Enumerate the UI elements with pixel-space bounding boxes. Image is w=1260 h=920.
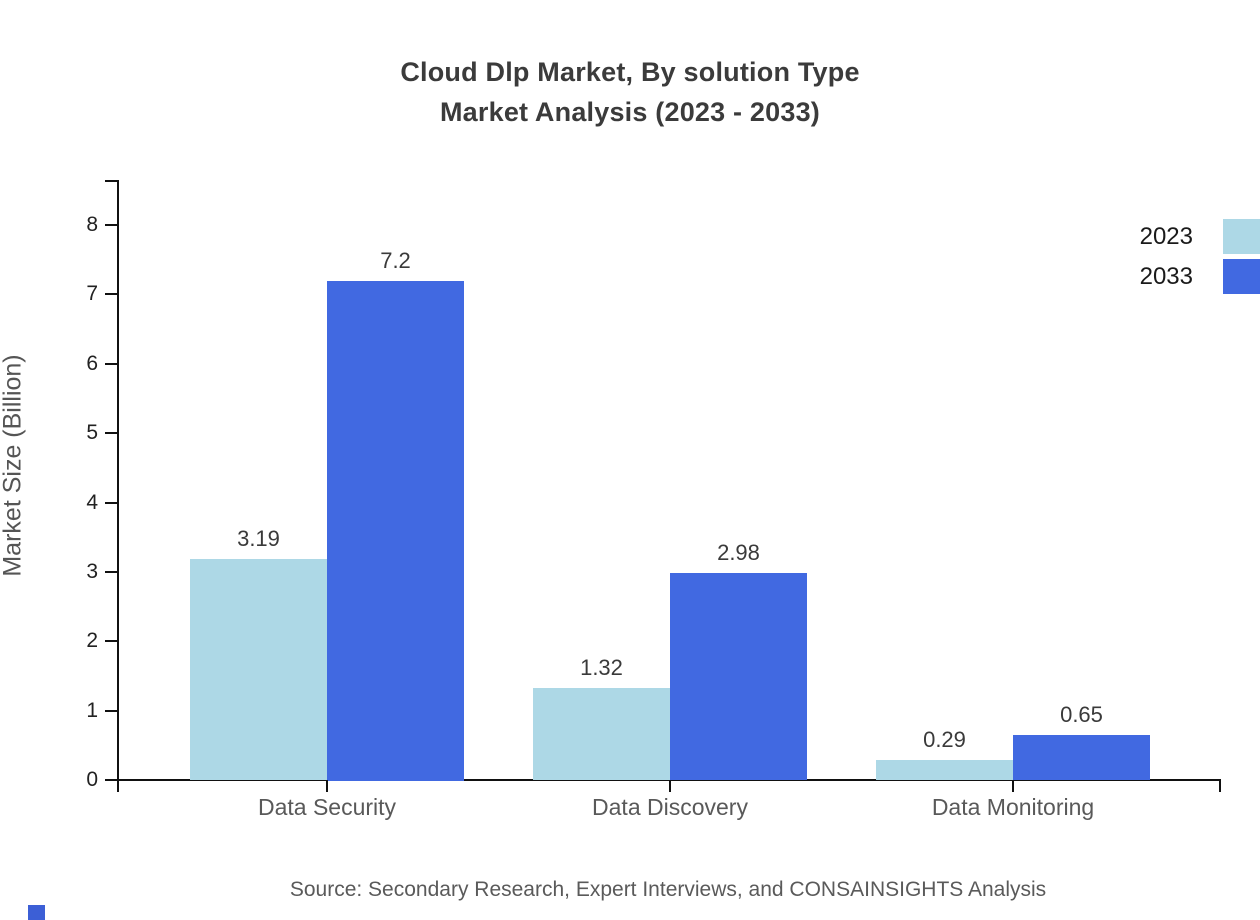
x-axis-right-cap bbox=[1219, 779, 1221, 792]
y-tick-mark bbox=[105, 502, 118, 504]
x-category-label: Data Monitoring bbox=[931, 794, 1095, 820]
legend-label: 2023 bbox=[1139, 222, 1193, 250]
legend: 2023 2033 bbox=[1140, 219, 1260, 294]
y-tick-mark bbox=[105, 571, 118, 573]
y-axis-title: Market Size (Billion) bbox=[0, 354, 27, 577]
chart-title-line2: Market Analysis (2023 - 2033) bbox=[439, 97, 820, 127]
y-tick-label: 8 bbox=[86, 213, 98, 236]
legend-label: 2033 bbox=[1139, 262, 1193, 290]
y-tick-label: 6 bbox=[86, 352, 98, 375]
bar-value-label: 2.98 bbox=[717, 540, 760, 565]
bar-data-security-2023 bbox=[190, 559, 327, 780]
bar-data-monitoring-2033 bbox=[1013, 735, 1150, 780]
x-category-label: Data Discovery bbox=[592, 794, 748, 820]
bar-value-label: 7.2 bbox=[380, 248, 411, 273]
legend-swatch bbox=[1223, 219, 1260, 254]
y-tick-label: 2 bbox=[86, 629, 98, 652]
y-tick-mark bbox=[105, 293, 118, 295]
y-axis-spine bbox=[117, 180, 119, 792]
bar-value-label: 1.32 bbox=[580, 655, 623, 680]
bar-data-discovery-2023 bbox=[533, 688, 670, 780]
x-tick-mark bbox=[326, 780, 328, 792]
brand-logo-square bbox=[28, 905, 45, 920]
x-tick-mark bbox=[669, 780, 671, 792]
legend-item-2033: 2033 bbox=[1140, 259, 1260, 294]
y-tick-mark bbox=[105, 640, 118, 642]
x-tick-mark bbox=[1012, 780, 1014, 792]
bar-data-monitoring-2023 bbox=[876, 760, 1013, 780]
y-tick-label: 7 bbox=[86, 282, 98, 305]
y-axis-top-cap bbox=[105, 180, 119, 182]
y-tick-label: 1 bbox=[86, 699, 98, 722]
y-tick-mark bbox=[105, 432, 118, 434]
bar-value-label: 3.19 bbox=[237, 526, 280, 551]
source-attribution: Source: Secondary Research, Expert Inter… bbox=[289, 878, 1047, 901]
legend-item-2023: 2023 bbox=[1140, 219, 1260, 254]
y-tick-label: 0 bbox=[86, 768, 98, 791]
bar-value-label: 0.65 bbox=[1060, 702, 1103, 727]
bar-data-discovery-2033 bbox=[670, 573, 807, 780]
y-tick-mark bbox=[105, 779, 118, 781]
y-tick-mark bbox=[105, 363, 118, 365]
legend-swatch bbox=[1223, 259, 1260, 294]
y-tick-label: 3 bbox=[86, 560, 98, 583]
y-tick-label: 5 bbox=[86, 421, 98, 444]
bar-value-label: 0.29 bbox=[923, 727, 966, 752]
x-category-label: Data Security bbox=[257, 794, 397, 820]
chart-title-line1: Cloud Dlp Market, By solution Type bbox=[400, 57, 860, 87]
bar-data-security-2033 bbox=[327, 281, 464, 781]
y-tick-label: 4 bbox=[86, 491, 98, 514]
y-tick-mark bbox=[105, 710, 118, 712]
y-tick-mark bbox=[105, 224, 118, 226]
chart-title: Cloud Dlp Market, By solution Type Marke… bbox=[0, 52, 1260, 132]
